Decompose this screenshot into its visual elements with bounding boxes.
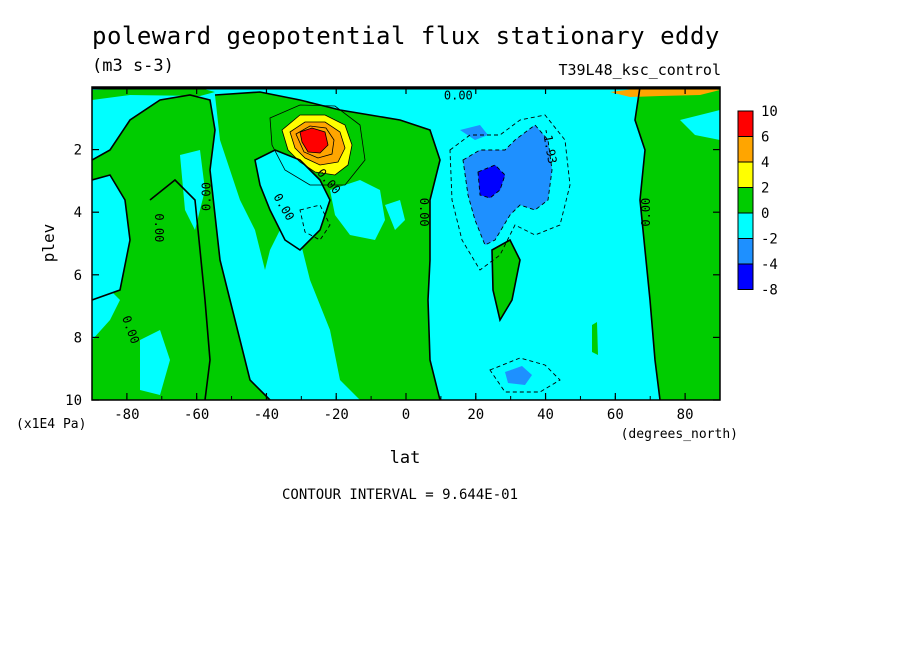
y-tick-label: 4 [74,205,82,221]
run-label: T39L48_ksc_control [558,61,721,79]
colorbar-swatch [737,136,754,163]
x-tick-label: 40 [537,407,554,423]
x-tick-label: 80 [677,407,694,423]
colorbar-swatch [737,263,754,290]
negative-carveouts [92,150,405,395]
y-axis-ticks: 2 4 6 8 10 [65,143,720,409]
x-tick-label: 20 [467,407,484,423]
colorbar-swatch [737,187,754,214]
x-tick-label: -20 [324,407,349,423]
blue-regions [460,125,552,385]
y-axis-units: (x1E4 Pa) [16,417,86,432]
colorbar-label: 2 [761,181,769,197]
contour-label: -1.93 [539,127,559,165]
zero-contours [92,87,661,400]
x-tick-label: -60 [184,407,209,423]
contour-label: 0.00 [200,182,214,211]
colorbar-label: -4 [761,257,778,273]
colorbar-label: -8 [761,283,778,299]
x-axis-label: lat [390,448,421,468]
y-axis-label: plev [39,224,58,263]
colorbar: 10 6 4 2 0 -2 -4 -8 [737,104,778,299]
colorbar-swatch [737,212,754,239]
x-tick-label: 60 [607,407,624,423]
negative-contours [299,114,571,393]
colorbar-label: 4 [761,155,769,171]
plot-field [92,87,720,400]
x-axis-ticks: -80 -60 -40 -20 0 20 40 60 80 [91,87,721,423]
contour-label: 0.00 [152,213,166,242]
negative-core [478,165,505,198]
colorbar-label: 6 [761,130,769,146]
y-tick-label: 6 [74,268,82,284]
colorbar-label: 10 [761,104,778,120]
contour-interval: CONTOUR INTERVAL = 9.644E-01 [282,487,519,503]
chart-units: (m3 s-3) [92,56,174,76]
colorbar-swatch [737,161,754,188]
contour-label: 0.00 [444,89,473,103]
x-tick-label: -80 [114,407,139,423]
colorbar-swatch [737,238,754,265]
positive-contours [269,104,366,186]
colorbar-swatch [737,110,754,137]
x-tick-label: -40 [254,407,279,423]
x-axis-units: (degrees_north) [621,427,738,442]
colorbar-label: 0 [761,206,769,222]
contour-label: 0.00 [639,198,653,227]
y-tick-label: 10 [65,393,82,409]
x-tick-label: 0 [402,407,410,423]
chart-title: poleward geopotential flux stationary ed… [92,22,720,50]
y-tick-label: 2 [74,143,82,159]
contour-label: 0.00 [417,198,431,227]
y-tick-label: 8 [74,330,82,346]
colorbar-label: -2 [761,232,778,248]
